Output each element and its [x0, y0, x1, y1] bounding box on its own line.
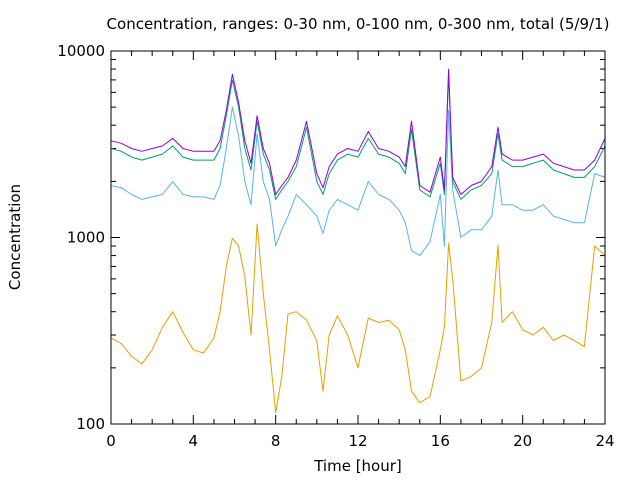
- y-axis-label: Concentration: [6, 184, 24, 290]
- x-tick-label: 20: [513, 432, 532, 450]
- x-tick-label: 16: [431, 432, 450, 450]
- x-tick-label: 12: [348, 432, 367, 450]
- axis-ticks: 0 4 8 12 16 20 24 100 1000 10000: [57, 42, 614, 450]
- series-layer: [110, 68, 606, 414]
- series-line-3: [110, 72, 606, 200]
- y-tick-label: 100: [76, 415, 105, 433]
- y-tick-label: 1000: [67, 229, 105, 247]
- series-line-1: [110, 223, 606, 414]
- x-tick-label: 24: [595, 432, 614, 450]
- x-axis-label: Time [hour]: [313, 457, 402, 475]
- series-line-2: [110, 106, 606, 257]
- x-tick-label: 4: [189, 432, 199, 450]
- x-tick-label: 0: [106, 432, 116, 450]
- plot-frame: [110, 50, 606, 425]
- y-tick-label: 10000: [57, 42, 105, 60]
- series-line-4: [110, 68, 606, 195]
- x-tick-label: 8: [271, 432, 281, 450]
- chart-title: Concentration, ranges: 0-30 nm, 0-100 nm…: [107, 15, 610, 33]
